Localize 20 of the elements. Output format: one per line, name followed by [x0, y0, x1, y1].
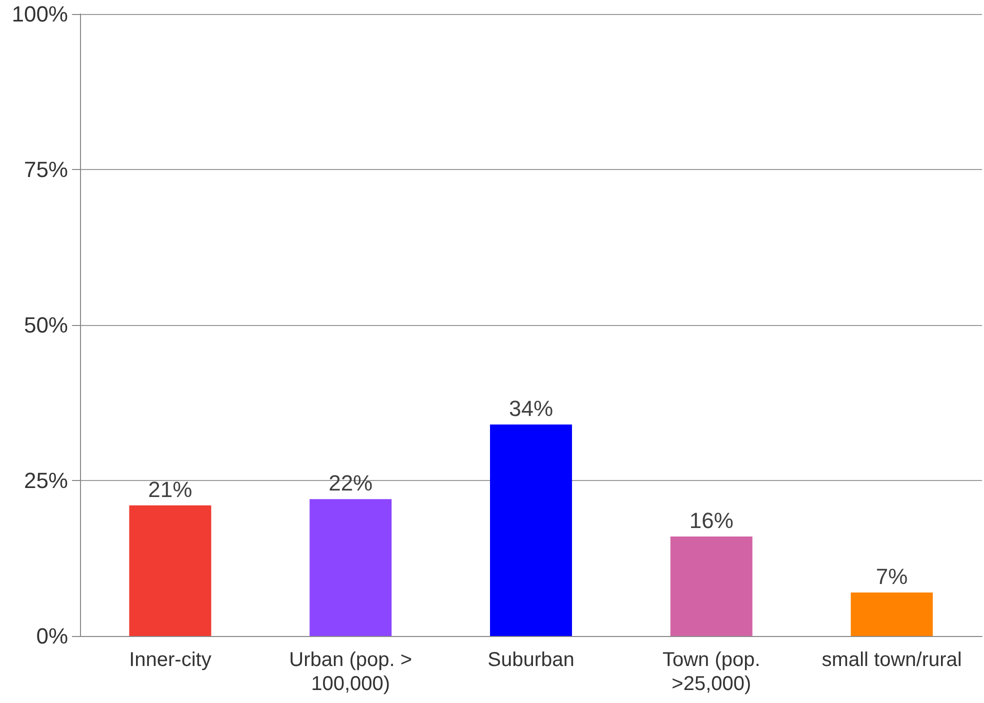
bar — [310, 499, 392, 636]
data-label: 22% — [328, 470, 373, 496]
y-tick-label: 25% — [24, 468, 68, 493]
y-tick-label: 75% — [24, 157, 68, 182]
y-tick-label: 0% — [36, 624, 68, 648]
x-tick-label: Suburban — [488, 649, 574, 671]
bar — [129, 505, 212, 636]
bar — [490, 424, 572, 636]
x-tick-label: Urban (pop. > 100,000) — [289, 649, 412, 695]
x-tick-label: Inner-city — [129, 649, 212, 671]
data-label: 21% — [148, 476, 192, 502]
y-tick-label: 100% — [12, 2, 68, 26]
bar — [850, 592, 933, 636]
data-label: 34% — [508, 396, 554, 422]
y-tick-label: 50% — [24, 312, 68, 338]
x-tick-label: small town/rural — [822, 649, 962, 671]
data-label: 16% — [689, 508, 734, 533]
x-tick-label: Town (pop. >25,000) — [662, 649, 760, 695]
bar — [670, 536, 752, 636]
data-label: 7% — [876, 564, 908, 589]
